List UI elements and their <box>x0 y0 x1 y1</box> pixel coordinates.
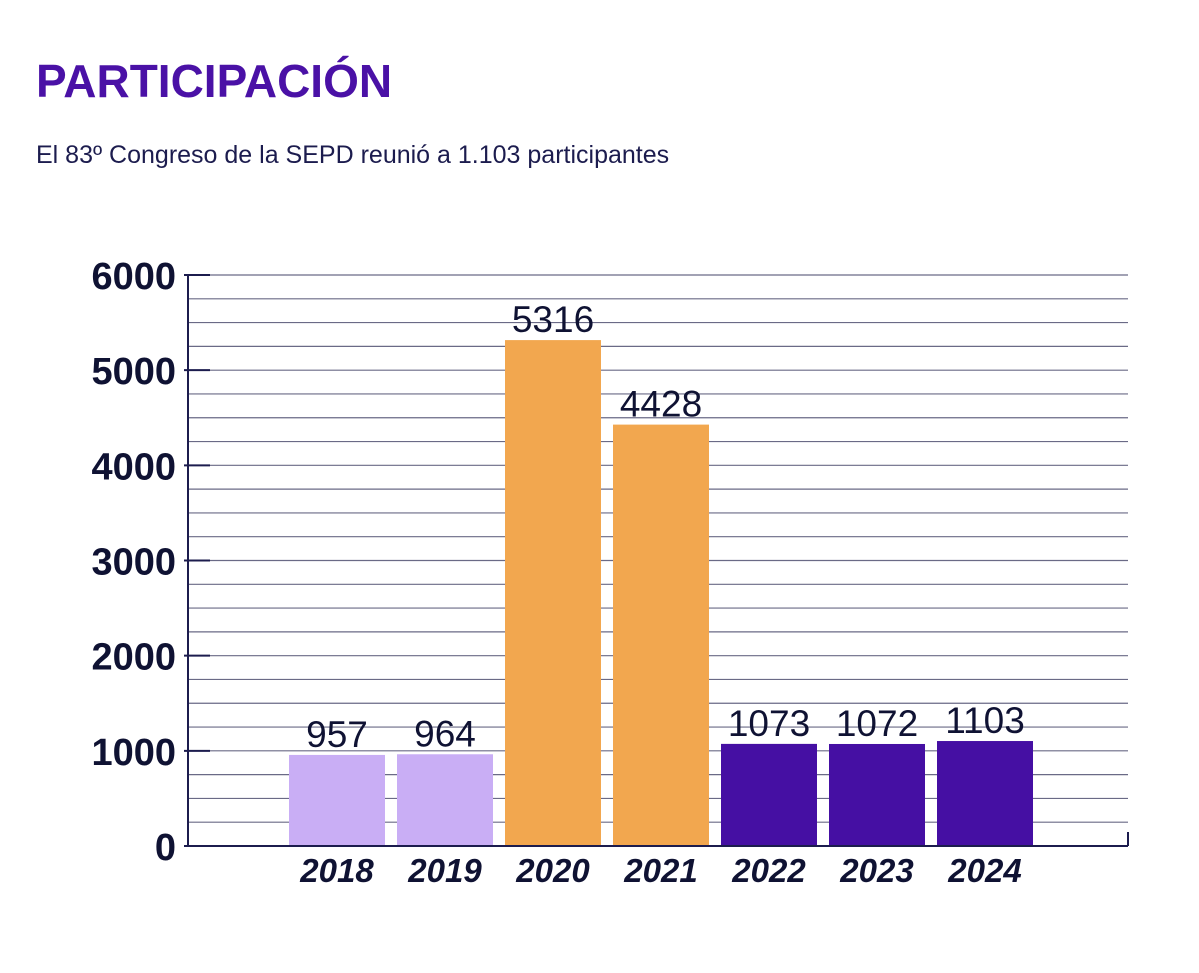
x-tick-label: 2019 <box>407 852 482 889</box>
bars <box>289 340 1033 846</box>
y-tick-label: 5000 <box>91 351 176 393</box>
bar-2023 <box>829 743 925 846</box>
data-label: 1072 <box>836 703 918 744</box>
axes <box>184 274 1129 847</box>
labels: 0 1000 2000 3000 4000 5000 6000 2018 957 2019 964 2… <box>91 256 1024 889</box>
y-tick-label: 6000 <box>91 256 176 298</box>
y-tick-label: 4000 <box>91 446 176 488</box>
chart-title: PARTICIPACIÓN <box>36 55 393 107</box>
x-tick-label: 2022 <box>731 852 806 889</box>
chart-subtitle: El 83º Congreso de la SEPD reunió a 1.10… <box>36 141 670 169</box>
bar-2024 <box>937 741 1033 846</box>
x-tick-label: 2020 <box>515 852 590 889</box>
data-label: 1073 <box>728 703 810 744</box>
data-label: 1103 <box>945 700 1025 741</box>
y-tick-label: 1000 <box>91 732 176 774</box>
bar-2019 <box>397 754 493 846</box>
x-tick-label: 2021 <box>623 852 697 889</box>
x-tick-label: 2018 <box>299 852 374 889</box>
y-tick-label: 3000 <box>91 542 176 584</box>
bar-2022 <box>721 743 817 846</box>
data-label: 4428 <box>620 384 702 425</box>
x-tick-label: 2024 <box>947 852 1021 889</box>
bar-2018 <box>289 754 385 846</box>
data-label: 964 <box>414 713 476 754</box>
bar-2020 <box>505 340 601 846</box>
bar-2021 <box>613 424 709 846</box>
data-label: 5316 <box>512 299 594 340</box>
y-tick-label: 2000 <box>91 637 176 679</box>
x-tick-label: 2023 <box>839 852 913 889</box>
y-tick-label: 0 <box>155 827 176 869</box>
data-label: 957 <box>306 714 368 755</box>
